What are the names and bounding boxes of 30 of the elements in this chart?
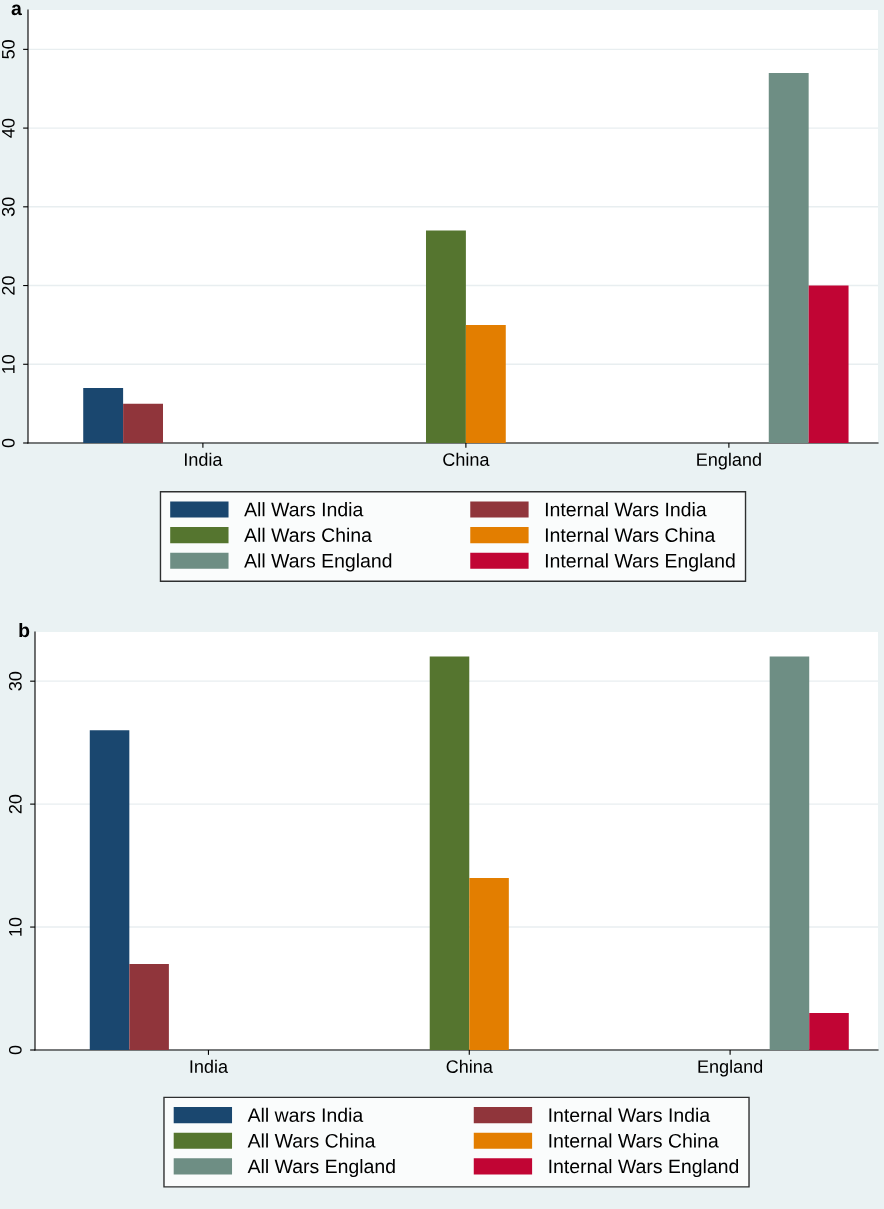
legend-label: Internal Wars India <box>549 1107 711 1123</box>
chart-title: a <box>11 4 22 16</box>
legend-label: Internal Wars England <box>549 1158 739 1178</box>
y-tick-label: 10 <box>8 917 22 936</box>
legend-label: All wars India <box>247 1107 364 1123</box>
y-tick-label: 30 <box>1 197 15 217</box>
y-tick-label: 30 <box>8 671 22 691</box>
x-tick-label: China <box>443 452 490 466</box>
legend-label: Internal Wars China <box>549 1133 719 1148</box>
legend-label: Internal Wars China <box>545 527 716 542</box>
legend-label: Internal Wars England <box>545 553 735 572</box>
chart-title: b <box>19 622 30 638</box>
y-tick-label: 0 <box>8 1045 22 1055</box>
y-tick-label: 0 <box>1 438 15 448</box>
legend-label: All Wars England <box>244 553 392 572</box>
x-tick-label: England <box>698 1059 763 1077</box>
x-tick-label: India <box>184 452 223 466</box>
x-tick-label: India <box>190 1059 229 1073</box>
legend-label: All Wars China <box>247 1133 376 1148</box>
y-tick-label: 20 <box>1 276 15 295</box>
legend-label: All Wars China <box>244 527 372 542</box>
y-tick-label: 10 <box>1 354 15 373</box>
y-tick-label: 40 <box>1 118 15 138</box>
legend-label: Internal Wars India <box>545 502 707 517</box>
x-tick-label: China <box>446 1059 493 1073</box>
legend-label: All Wars England <box>247 1158 395 1178</box>
y-tick-label: 20 <box>8 794 22 814</box>
legend-label: All Wars India <box>244 502 364 517</box>
y-tick-label: 50 <box>1 40 15 59</box>
x-tick-label: England <box>697 452 761 470</box>
